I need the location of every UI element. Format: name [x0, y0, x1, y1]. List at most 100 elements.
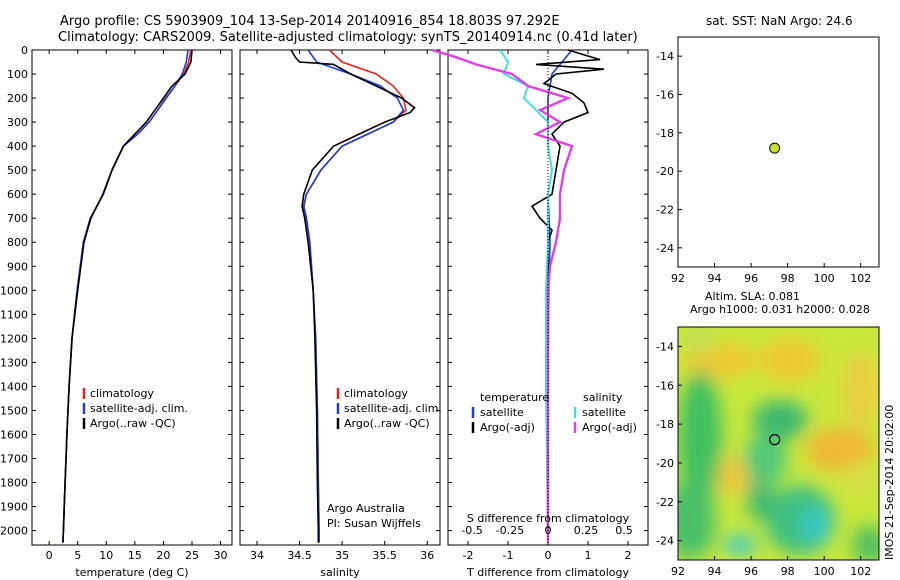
sla-blob: [743, 435, 787, 485]
argo-position-marker: [769, 434, 781, 446]
x-tick-label: 35.5: [372, 549, 397, 562]
s-axis-label: S difference from climatology: [467, 512, 630, 525]
x-tick-label: 34.5: [287, 549, 312, 562]
sla-map-title-2: Argo h1000: 0.031 h2000: 0.028: [690, 303, 870, 316]
panel-frame-1: [239, 49, 441, 546]
map-x-tick-label: 94: [708, 272, 722, 285]
x-axis-label: salinity: [320, 566, 360, 579]
y-tick-label: 1800: [0, 477, 28, 490]
s-tick-label: 0.5: [615, 524, 633, 537]
sst-map-frame: [677, 36, 880, 268]
y-tick-label: 300: [7, 116, 28, 129]
map-y-tick-label: -22: [656, 204, 674, 217]
argo-position-marker: [769, 142, 781, 154]
legend-label: Argo(..raw -QC): [344, 417, 430, 430]
series-line-argo-raw-qc-: [290, 49, 416, 543]
map-x-tick-label: 92: [671, 272, 685, 285]
y-tick-label: 100: [7, 68, 28, 81]
sla-blob: [724, 535, 756, 555]
x-tick-label: 1: [585, 549, 592, 562]
x-tick-label: 25: [185, 549, 199, 562]
series-line-climatology: [62, 49, 192, 543]
legend-label: Argo(..raw -QC): [90, 417, 176, 430]
s-tick-label: -0.5: [461, 524, 482, 537]
y-tick-label: 1300: [0, 356, 28, 369]
profile-title: Argo profile: CS 5903909_104 13-Sep-2014…: [60, 14, 560, 29]
s-tick-label: -0.25: [496, 524, 524, 537]
x-tick-label: 30: [214, 549, 228, 562]
x-tick-label: 15: [128, 549, 142, 562]
map-x-tick-label: 96: [744, 272, 758, 285]
x-tick-label: -2: [463, 549, 474, 562]
map-x-tick-label: 94: [708, 565, 722, 578]
series-line-satellite-adj-clim-: [62, 49, 189, 543]
map-x-tick-label: 96: [744, 565, 758, 578]
map-y-tick-label: -16: [656, 89, 674, 102]
y-tick-label: 800: [7, 236, 28, 249]
x-axis-label: T difference from climatology: [466, 566, 629, 579]
y-tick-label: 1200: [0, 332, 28, 345]
legend-title: temperature: [480, 391, 549, 404]
series-line-t-satellite: [547, 49, 573, 543]
sla-map-frame: [677, 326, 880, 561]
x-tick-label: 0: [545, 549, 552, 562]
sla-map-title-1: Altim. SLA: 0.081: [705, 290, 801, 303]
map-x-tick-label: 92: [671, 565, 685, 578]
x-tick-label: 5: [74, 549, 81, 562]
sst-map-title: sat. SST: NaN Argo: 24.6: [706, 14, 853, 28]
sla-blob: [840, 350, 879, 430]
map-x-tick-label: 100: [814, 272, 835, 285]
legend-label: Argo(-adj): [582, 421, 637, 434]
y-tick-label: 1900: [0, 501, 28, 514]
y-tick-label: 600: [7, 188, 28, 201]
panel-frame-0: [31, 49, 233, 546]
x-tick-label: 34: [250, 549, 264, 562]
map-x-tick-label: 98: [781, 272, 795, 285]
imos-side-label: IMOS 21-Sep-2014 20:02:00: [883, 405, 896, 560]
y-tick-label: 1400: [0, 380, 28, 393]
sla-blob: [801, 507, 829, 543]
sla-blob: [760, 338, 820, 382]
legend-label: satellite: [480, 406, 524, 419]
y-tick-label: 1000: [0, 284, 28, 297]
map-x-tick-label: 102: [850, 272, 871, 285]
legend-label: satellite-adj. clim.: [344, 402, 442, 415]
sla-blob: [846, 460, 874, 500]
map-y-tick-label: -18: [656, 127, 674, 140]
x-axis-label: temperature (deg C): [75, 566, 188, 579]
y-tick-label: 1700: [0, 452, 28, 465]
series-line-argo-raw-qc-: [62, 49, 193, 543]
y-tick-label: 500: [7, 164, 28, 177]
legend-title: salinity: [583, 391, 623, 404]
annotation-line: PI: Susan Wijffels: [327, 517, 421, 530]
x-tick-label: 35: [335, 549, 349, 562]
y-tick-label: 2000: [0, 525, 28, 538]
sla-blob: [680, 327, 720, 354]
sla-blob: [752, 400, 808, 440]
y-tick-label: 700: [7, 212, 28, 225]
series-line-s-satellite: [499, 49, 554, 543]
map-x-tick-label: 98: [781, 565, 795, 578]
x-tick-label: 10: [99, 549, 113, 562]
series-line-s-argo-adj-: [431, 48, 574, 543]
sla-blob: [678, 370, 722, 510]
map-x-tick-label: 102: [850, 565, 871, 578]
map-y-tick-label: -22: [656, 496, 674, 509]
sla-blobs: [678, 327, 879, 560]
x-tick-label: 2: [625, 549, 632, 562]
y-tick-label: 400: [7, 140, 28, 153]
x-tick-label: 20: [156, 549, 170, 562]
sla-blob: [678, 480, 716, 560]
y-tick-label: 200: [7, 92, 28, 105]
map-x-tick-label: 100: [814, 565, 835, 578]
y-tick-label: 1600: [0, 428, 28, 441]
legend-label: satellite-adj. clim.: [90, 402, 188, 415]
x-tick-label: 0: [46, 549, 53, 562]
sla-blob: [746, 480, 774, 520]
y-tick-label: 0: [21, 44, 28, 57]
series-line-satellite-adj-clim-: [302, 49, 405, 543]
legend-label: Argo(-adj): [480, 421, 535, 434]
x-tick-label: 36: [420, 549, 434, 562]
map-y-tick-label: -24: [656, 535, 674, 548]
